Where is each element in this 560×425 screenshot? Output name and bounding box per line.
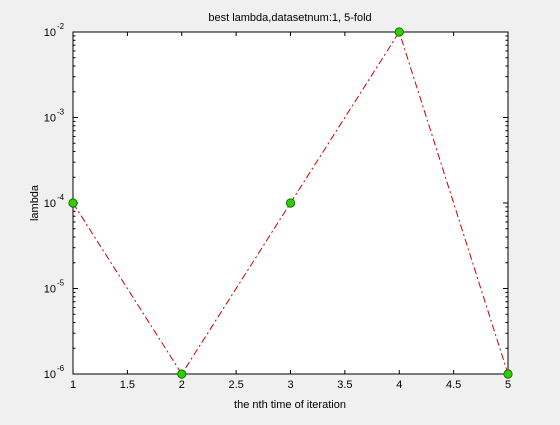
y-axis-ticks: 10-610-510-410-310-2 xyxy=(44,22,508,381)
x-tick-label: 2.5 xyxy=(228,379,243,391)
x-tick-label: 3.5 xyxy=(337,379,352,391)
y-tick-exponent: -3 xyxy=(57,108,65,117)
x-axis-ticks: 1 1.5 2 2.5 3 3.5 4 4.5 5 xyxy=(70,32,511,391)
y-axis-label: lambda xyxy=(29,184,41,221)
x-tick-label: 4.5 xyxy=(446,379,461,391)
x-tick-label: 1 xyxy=(70,379,76,391)
x-tick-label: 4 xyxy=(396,379,402,391)
y-tick-label: 10 xyxy=(44,198,56,210)
x-axis-label: the nth time of iteration xyxy=(234,399,346,411)
y-tick-label: 10 xyxy=(44,113,56,125)
x-tick-label: 2 xyxy=(179,379,185,391)
data-series xyxy=(68,27,513,379)
chart-title: best lambda,datasetnum:1, 5-fold xyxy=(208,12,371,24)
y-tick-label: 10 xyxy=(44,27,56,39)
data-point xyxy=(177,369,187,379)
y-tick-exponent: -5 xyxy=(57,279,65,288)
x-tick-label: 5 xyxy=(505,379,511,391)
x-tick-label: 3 xyxy=(287,379,293,391)
y-tick-label: 10 xyxy=(44,284,56,296)
y-tick-exponent: -4 xyxy=(57,193,65,202)
y-tick-exponent: -2 xyxy=(57,22,65,31)
data-point xyxy=(503,369,513,379)
data-point xyxy=(394,27,404,37)
y-tick-exponent: -6 xyxy=(57,364,65,373)
data-point xyxy=(68,198,78,208)
x-tick-label: 1.5 xyxy=(120,379,135,391)
y-tick-label: 10 xyxy=(44,369,56,381)
data-point xyxy=(285,198,296,208)
